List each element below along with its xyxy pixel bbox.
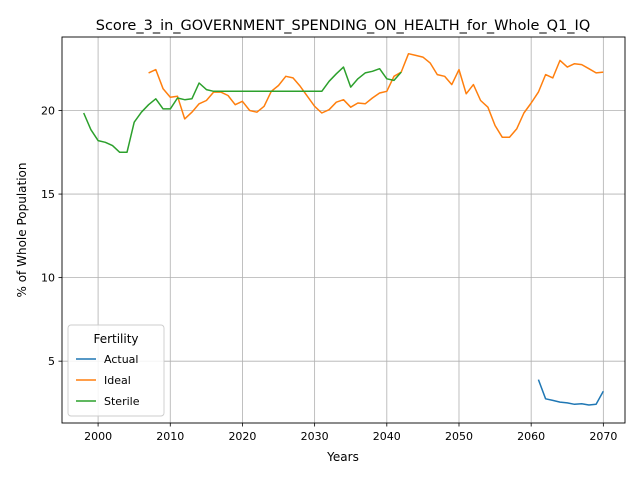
legend-label-ideal: Ideal [104, 374, 131, 387]
x-tick-label: 2060 [517, 430, 545, 443]
legend: Fertility Actual Ideal Sterile [67, 324, 165, 417]
y-tick-label: 20 [41, 105, 55, 118]
x-axis-label: Years [326, 450, 359, 464]
legend-label-sterile: Sterile [104, 395, 140, 408]
x-tick-label: 2020 [228, 430, 256, 443]
y-tick-label: 5 [48, 355, 55, 368]
x-tick-label: 2050 [445, 430, 473, 443]
series-line-actual [537, 379, 604, 406]
y-tick-label: 10 [41, 272, 55, 285]
series-lines [83, 52, 604, 406]
legend-label-actual: Actual [104, 353, 138, 366]
x-tick-label: 2010 [156, 430, 184, 443]
legend-box [67, 324, 165, 417]
series-line-sterile [83, 66, 402, 154]
y-axis-label: % of Whole Population [15, 163, 29, 298]
x-tick-label: 2000 [84, 430, 112, 443]
x-tick-label: 2040 [373, 430, 401, 443]
axis-ticks: 2000 2010 2020 2030 2040 2050 2060 2070 5 10 15 20 [41, 105, 617, 443]
series-line-ideal [148, 52, 604, 139]
plot-frame [61, 36, 626, 424]
x-tick-label: 2030 [301, 430, 329, 443]
legend-title: Fertility [93, 332, 138, 346]
chart-title: Score_3_in_GOVERNMENT_SPENDING_ON_HEALTH… [96, 18, 591, 34]
x-tick-label: 2070 [589, 430, 617, 443]
y-tick-label: 15 [41, 188, 55, 201]
